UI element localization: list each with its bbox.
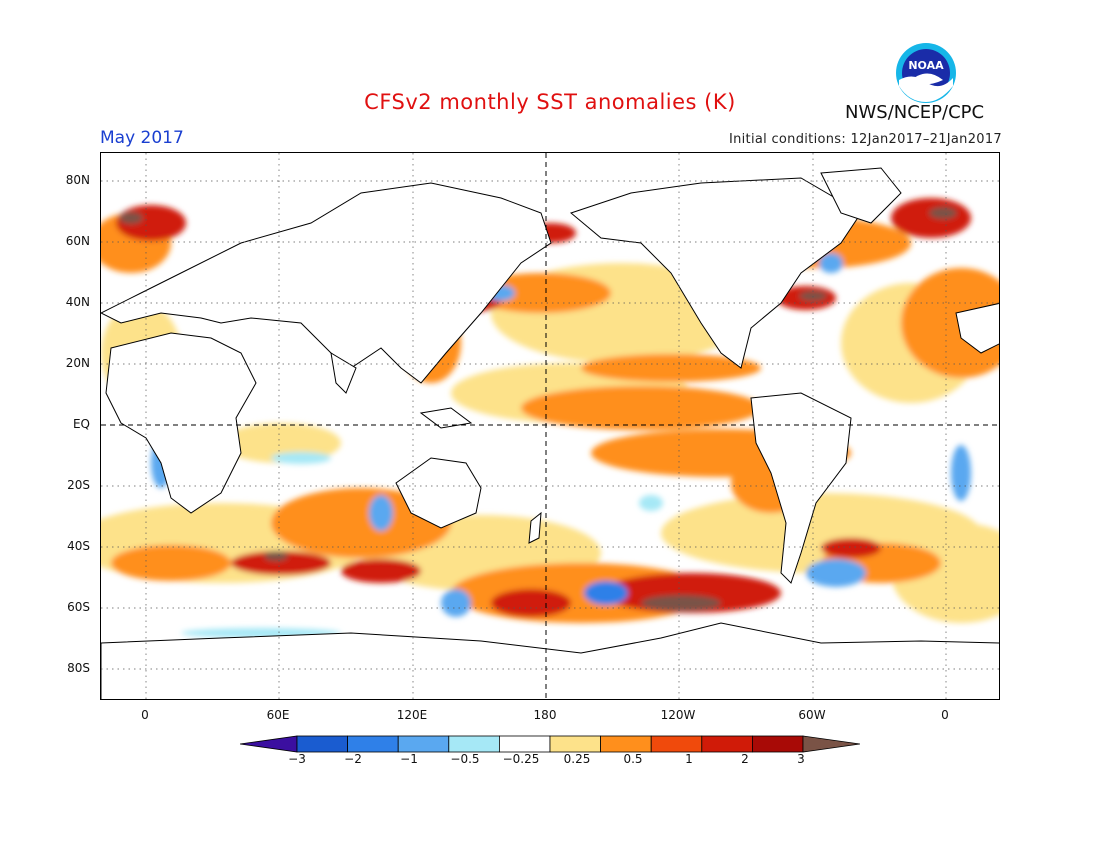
colorbar-tick: −3 <box>288 752 306 766</box>
lat-label: 80N <box>65 173 90 187</box>
colorbar-segment <box>650 735 703 753</box>
colorbar-tick: 0.5 <box>623 752 643 766</box>
initial-conditions: Initial conditions: 12Jan2017–21Jan2017 <box>728 132 1002 147</box>
colorbar-segment <box>752 735 804 753</box>
equator-dateline <box>101 153 999 699</box>
lat-label: 40N <box>65 295 90 309</box>
colorbar-segment <box>802 735 861 753</box>
colorbar-tick: −1 <box>400 752 418 766</box>
continents <box>101 167 999 699</box>
colorbar-segment <box>549 735 601 753</box>
colorbar-segment <box>448 735 500 753</box>
colorbar <box>239 734 861 774</box>
colorbar-segment <box>347 735 399 753</box>
colorbar-segment <box>600 735 652 753</box>
sst-anomaly-map <box>100 152 1000 700</box>
lat-label: 80S <box>67 661 90 675</box>
colorbar-tick: −0.5 <box>450 752 480 766</box>
colorbar-tick: 0.25 <box>563 752 591 766</box>
colorbar-segment <box>397 735 450 753</box>
noaa-logo-icon: NOAA <box>895 42 957 104</box>
lon-label: 120E <box>396 708 428 722</box>
lon-label: 60E <box>266 708 290 722</box>
lat-label: 60N <box>65 234 90 248</box>
colorbar-tick: −2 <box>344 752 362 766</box>
lat-label: 40S <box>67 539 90 553</box>
lon-label: 60W <box>798 708 826 722</box>
colorbar-segment <box>498 735 551 753</box>
colorbar-tick: 2 <box>741 752 749 766</box>
lon-label: 0 <box>941 708 949 722</box>
lon-label: 120W <box>660 708 696 722</box>
colorbar-tick: 3 <box>797 752 805 766</box>
lat-label: 20S <box>67 478 90 492</box>
lon-label: 180 <box>533 708 557 722</box>
colorbar-segment <box>701 735 753 753</box>
logo-text: NOAA <box>908 59 944 72</box>
lat-label: 20N <box>65 356 90 370</box>
colorbar-segment <box>296 735 348 753</box>
forecast-month: May 2017 <box>100 128 184 148</box>
lat-label: EQ <box>72 417 90 431</box>
colorbar-segment <box>239 735 298 753</box>
agency-label: NWS/NCEP/CPC <box>845 102 985 123</box>
lat-label: 60S <box>67 600 90 614</box>
colorbar-tick: 1 <box>685 752 693 766</box>
colorbar-tick: −0.25 <box>502 752 540 766</box>
map-title: CFSv2 monthly SST anomalies (K) <box>364 90 736 114</box>
lon-label: 0 <box>141 708 149 722</box>
lat-lon-grid <box>101 153 999 699</box>
